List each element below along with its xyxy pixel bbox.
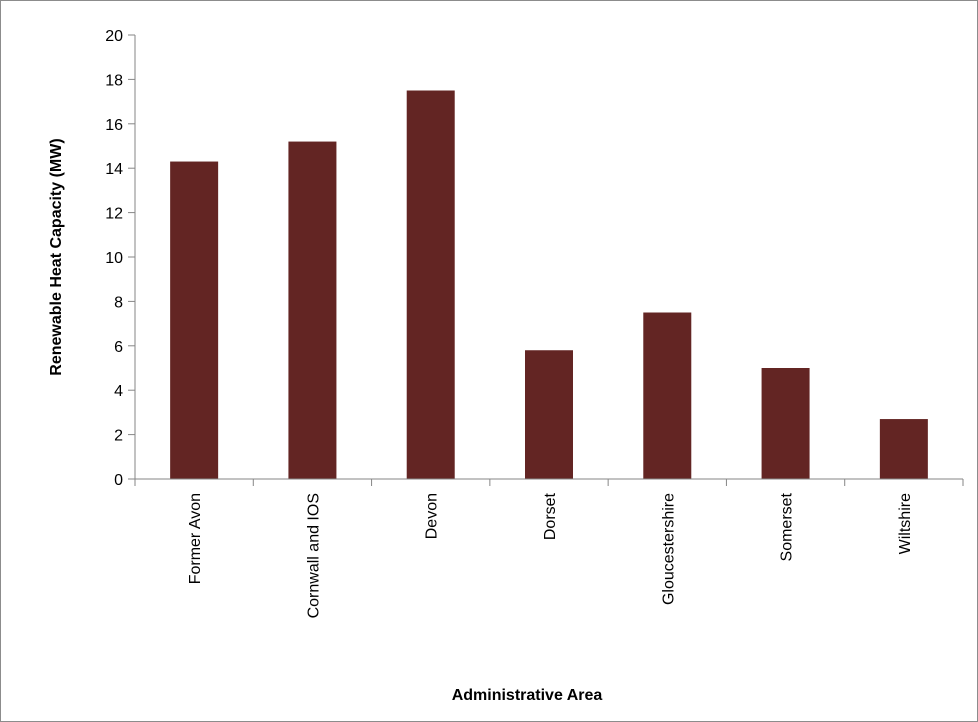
y-axis-tick-labels: 0 2 4 6 8 10 12 14 16 18 20 (105, 28, 123, 489)
x-axis-title: Administrative Area (452, 687, 603, 704)
x-tick-label: Cornwall and IOS (305, 493, 322, 618)
x-axis-tick-labels: Former Avon Cornwall and IOS Devon Dorset Gl… (187, 492, 914, 618)
y-tick-label: 18 (105, 72, 123, 89)
y-axis-title: Renewable Heat Capacity (MW) (48, 138, 65, 375)
y-tick-label: 16 (105, 117, 123, 134)
bar-devon (406, 90, 455, 479)
bar-dorset (525, 350, 573, 479)
y-tick-label: 14 (105, 161, 123, 178)
y-tick-label: 6 (114, 339, 123, 356)
x-tick-label: Wiltshire (897, 493, 914, 554)
y-tick-label: 0 (114, 472, 123, 489)
bar-somerset (761, 368, 810, 479)
x-tick-label: Devon (424, 493, 441, 539)
y-tick-label: 2 (114, 428, 123, 445)
bar-gloucestershire (643, 312, 692, 479)
bar-former-avon (170, 161, 219, 480)
y-tick-label: 12 (105, 206, 123, 223)
y-tick-label: 8 (114, 294, 123, 311)
x-tick-label: Former Avon (187, 493, 204, 584)
bars (170, 90, 928, 480)
y-tick-label: 20 (105, 28, 123, 45)
y-tick-label: 10 (105, 250, 123, 267)
x-tick-label: Dorset (542, 492, 559, 540)
y-axis-ticks (128, 34, 135, 480)
x-tick-label: Gloucestershire (660, 493, 677, 605)
y-tick-label: 4 (114, 383, 123, 400)
bar-cornwall-and-ios (288, 141, 337, 479)
x-axis-ticks (134, 479, 964, 486)
x-tick-label: Somerset (779, 492, 796, 561)
bar-chart: 0 2 4 6 8 10 12 14 16 18 20 Former Avon Cornwall an… (48, 28, 964, 704)
bar-wiltshire (879, 419, 928, 479)
